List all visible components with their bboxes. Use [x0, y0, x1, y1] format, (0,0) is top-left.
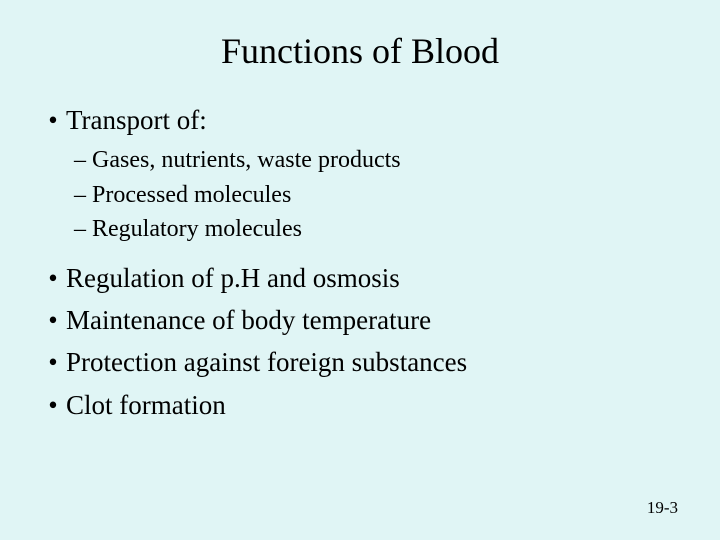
bullet-text: Protection against foreign substances [66, 344, 680, 380]
bullet-item: • Transport of: [40, 102, 680, 138]
bullet-item: • Maintenance of body temperature [40, 302, 680, 338]
sub-bullet-text: Gases, nutrients, waste products [92, 144, 680, 176]
bullet-icon: • [40, 344, 66, 380]
sub-bullet-item: – Processed molecules [74, 179, 680, 211]
bullet-text: Transport of: [66, 102, 680, 138]
slide-title: Functions of Blood [40, 30, 680, 72]
sub-bullet-item: – Gases, nutrients, waste products [74, 144, 680, 176]
bullet-item: • Protection against foreign substances [40, 344, 680, 380]
sub-bullet-text: Regulatory molecules [92, 213, 680, 245]
slide: Functions of Blood • Transport of: – Gas… [0, 0, 720, 540]
slide-number: 19-3 [647, 498, 678, 518]
bullet-text: Clot formation [66, 387, 680, 423]
dash-icon: – [74, 213, 92, 245]
bullet-icon: • [40, 387, 66, 423]
sub-list: – Gases, nutrients, waste products – Pro… [40, 144, 680, 245]
bullet-icon: • [40, 302, 66, 338]
bullet-text: Regulation of p.H and osmosis [66, 260, 680, 296]
slide-body: • Transport of: – Gases, nutrients, wast… [40, 102, 680, 423]
dash-icon: – [74, 179, 92, 211]
sub-bullet-item: – Regulatory molecules [74, 213, 680, 245]
bullet-text: Maintenance of body temperature [66, 302, 680, 338]
bullet-item: • Regulation of p.H and osmosis [40, 260, 680, 296]
dash-icon: – [74, 144, 92, 176]
bullet-icon: • [40, 102, 66, 138]
bullet-item: • Clot formation [40, 387, 680, 423]
sub-bullet-text: Processed molecules [92, 179, 680, 211]
bullet-icon: • [40, 260, 66, 296]
